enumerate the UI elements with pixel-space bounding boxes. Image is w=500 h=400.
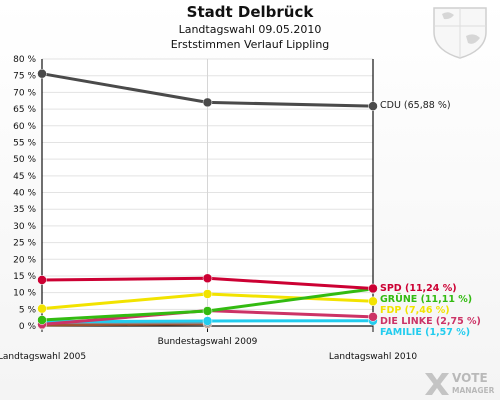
series-end-label: GRÜNE (11,11 %) <box>380 294 472 305</box>
data-point <box>37 315 47 325</box>
y-tick-label: 50 % <box>13 155 36 165</box>
y-tick-label: 55 % <box>13 138 36 148</box>
data-point <box>202 273 213 284</box>
chart-subtitle-description: Erststimmen Verlauf Lippling <box>171 38 330 51</box>
chart-title: Stadt Delbrück <box>187 3 315 21</box>
data-point <box>37 303 47 314</box>
y-tick-label: 65 % <box>13 105 36 115</box>
x-tick-label: Landtagswahl 2005 <box>0 352 86 362</box>
y-tick-label: 75 % <box>13 72 36 82</box>
series-end-label: FAMILIE (1,57 %) <box>380 327 470 338</box>
y-axis-ticks: 0 % 5 % 10 % 15 % 20 % 25 % 30 % 35 % 40 % 45 % 50… <box>13 55 36 332</box>
logo-text-manager: MANAGER <box>452 386 495 395</box>
y-tick-label: 30 % <box>13 222 36 232</box>
x-mark-icon <box>425 373 449 395</box>
series-end-label: FDP (7,46 %) <box>380 305 450 316</box>
data-point <box>202 316 213 326</box>
chart-subtitle-election: Landtagswahl 09.05.2010 <box>179 23 322 36</box>
y-tick-label: 35 % <box>13 205 36 215</box>
y-tick-label: 25 % <box>13 239 36 249</box>
series-end-labels: CDU (65,88 %) SPD (11,24 %)GRÜNE (11,11 %… <box>380 100 481 338</box>
data-point <box>37 275 47 285</box>
x-axis-ticks: Landtagswahl 2005 Bundestagswahl 2009 Land… <box>0 326 417 362</box>
coat-of-arms-icon <box>433 7 487 59</box>
data-point <box>368 101 378 111</box>
data-point <box>37 68 47 79</box>
data-point <box>202 289 213 299</box>
series-end-label: CDU (65,88 %) <box>380 100 451 111</box>
y-tick-label: 80 % <box>13 55 36 65</box>
vote-manager-logo: VOTE MANAGER <box>425 371 495 395</box>
y-tick-label: 20 % <box>13 255 36 265</box>
y-tick-label: 0 % <box>19 322 37 332</box>
data-point <box>368 296 378 307</box>
y-tick-label: 15 % <box>13 272 36 282</box>
y-tick-label: 70 % <box>13 88 36 98</box>
series-end-label: DIE LINKE (2,75 %) <box>380 316 481 327</box>
data-point <box>368 312 378 322</box>
y-tick-label: 60 % <box>13 122 36 132</box>
data-point <box>368 283 378 294</box>
series-end-label: SPD (11,24 %) <box>380 283 457 294</box>
y-tick-label: 5 % <box>19 305 37 315</box>
y-tick-label: 45 % <box>13 172 36 182</box>
series-layer <box>37 68 378 330</box>
x-tick-label: Bundestagswahl 2009 <box>158 337 258 347</box>
y-tick-label: 10 % <box>13 289 36 299</box>
x-tick-label: Landtagswahl 2010 <box>329 352 418 362</box>
y-tick-label: 40 % <box>13 189 36 199</box>
data-point <box>202 306 213 316</box>
logo-text-vote: VOTE <box>452 371 488 385</box>
data-point <box>202 97 213 108</box>
